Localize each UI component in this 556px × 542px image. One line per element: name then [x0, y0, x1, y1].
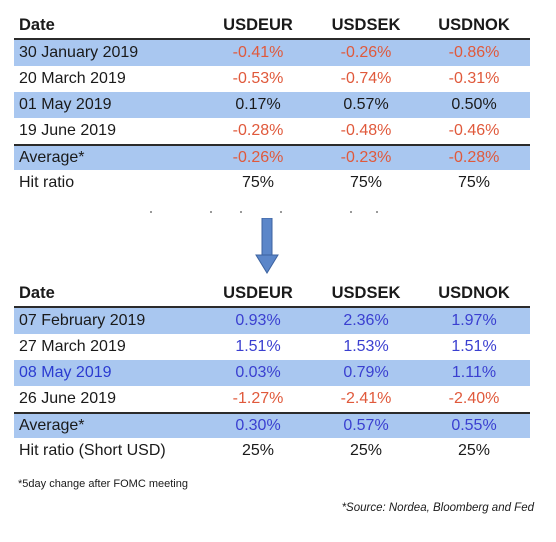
average-row: Average* 0.30% 0.57% 0.55%: [14, 412, 530, 438]
row-date: 08 May 2019: [19, 364, 112, 381]
cell-usdsek: 0.57%: [343, 96, 389, 113]
table-header: Date USDEUR USDSEK USDNOK: [14, 12, 530, 40]
cell-usdsek: -2.41%: [340, 390, 392, 407]
cell-usdeur: 0.93%: [235, 312, 281, 329]
cell-usdeur: -0.53%: [232, 70, 284, 87]
row-date: 01 May 2019: [19, 96, 112, 113]
table-header: Date USDEUR USDSEK USDNOK: [14, 280, 530, 308]
table-row: 19 June 2019 -0.28% -0.48% -0.46%: [14, 118, 530, 144]
cell-usdsek: 0.79%: [343, 364, 389, 381]
cell-usdsek: -0.48%: [340, 122, 392, 139]
cell-usdsek: -0.26%: [340, 44, 392, 61]
cell-usdsek: 0.57%: [343, 417, 389, 434]
hit-ratio-label: Hit ratio (Short USD): [19, 442, 166, 459]
row-date: 27 March 2019: [19, 338, 126, 355]
table-row: 30 January 2019 -0.41% -0.26% -0.86%: [14, 40, 530, 66]
cell-usdeur: 0.17%: [235, 96, 281, 113]
average-label: Average*: [19, 149, 85, 166]
footnote: *5day change after FOMC meeting: [18, 478, 188, 490]
cell-usdsek: -0.23%: [340, 149, 392, 166]
header-usdnok: USDNOK: [438, 15, 510, 34]
cell-usdnok: -0.46%: [448, 122, 500, 139]
cell-usdnok: 1.11%: [451, 364, 497, 381]
table-row: 27 March 2019 1.51% 1.53% 1.51%: [14, 334, 530, 360]
row-date: 20 March 2019: [19, 70, 126, 87]
header-usdeur: USDEUR: [223, 283, 293, 302]
hit-ratio-label: Hit ratio: [19, 174, 75, 191]
cell-usdeur: -1.27%: [232, 390, 284, 407]
average-label: Average*: [19, 417, 85, 434]
table-row: 07 February 2019 0.93% 2.36% 1.97%: [14, 308, 530, 334]
cell-usdsek: -0.74%: [340, 70, 392, 87]
cell-usdnok: -0.31%: [448, 70, 500, 87]
header-usdnok: USDNOK: [438, 283, 510, 302]
cell-usdeur: 1.51%: [235, 338, 281, 355]
cell-usdeur: 75%: [241, 174, 275, 191]
cell-usdeur: -0.26%: [232, 149, 284, 166]
header-date: Date: [19, 283, 55, 302]
cell-usdeur: 0.03%: [235, 364, 281, 381]
source-note: *Source: Nordea, Bloomberg and Fed: [341, 502, 534, 514]
cell-usdnok: 25%: [457, 442, 491, 459]
header-usdeur: USDEUR: [223, 15, 293, 34]
table-row: 26 June 2019 -1.27% -2.41% -2.40%: [14, 386, 530, 412]
cell-usdnok: 0.55%: [451, 417, 497, 434]
cell-usdsek: 1.53%: [343, 338, 389, 355]
table-before: Date USDEUR USDSEK USDNOK 30 January 201…: [14, 12, 530, 196]
header-usdsek: USDSEK: [331, 15, 401, 34]
cell-usdeur: 0.30%: [235, 417, 281, 434]
cell-usdsek: 25%: [349, 442, 383, 459]
row-date: 07 February 2019: [19, 312, 146, 329]
row-date: 30 January 2019: [19, 44, 139, 61]
table-after: Date USDEUR USDSEK USDNOK 07 February 20…: [14, 280, 530, 464]
cell-usdnok: -0.28%: [448, 149, 500, 166]
dotted-divider: [150, 211, 380, 215]
header-date: Date: [19, 15, 55, 34]
cell-usdeur: 25%: [241, 442, 275, 459]
table-row: 20 March 2019 -0.53% -0.74% -0.31%: [14, 66, 530, 92]
hit-ratio-row: Hit ratio (Short USD) 25% 25% 25%: [14, 438, 530, 464]
cell-usdnok: -2.40%: [448, 390, 500, 407]
cell-usdeur: -0.41%: [232, 44, 284, 61]
cell-usdsek: 75%: [349, 174, 383, 191]
row-date: 19 June 2019: [19, 122, 116, 139]
row-date: 26 June 2019: [19, 390, 116, 407]
cell-usdnok: 0.50%: [451, 96, 497, 113]
table-row: 08 May 2019 0.03% 0.79% 1.11%: [14, 360, 530, 386]
cell-usdnok: -0.86%: [448, 44, 500, 61]
header-usdsek: USDSEK: [331, 283, 401, 302]
cell-usdnok: 75%: [457, 174, 491, 191]
cell-usdsek: 2.36%: [343, 312, 389, 329]
cell-usdnok: 1.51%: [451, 338, 497, 355]
down-arrow-icon: [255, 218, 279, 274]
hit-ratio-row: Hit ratio 75% 75% 75%: [14, 170, 530, 196]
average-row: Average* -0.26% -0.23% -0.28%: [14, 144, 530, 170]
cell-usdeur: -0.28%: [232, 122, 284, 139]
cell-usdnok: 1.97%: [451, 312, 497, 329]
table-row: 01 May 2019 0.17% 0.57% 0.50%: [14, 92, 530, 118]
